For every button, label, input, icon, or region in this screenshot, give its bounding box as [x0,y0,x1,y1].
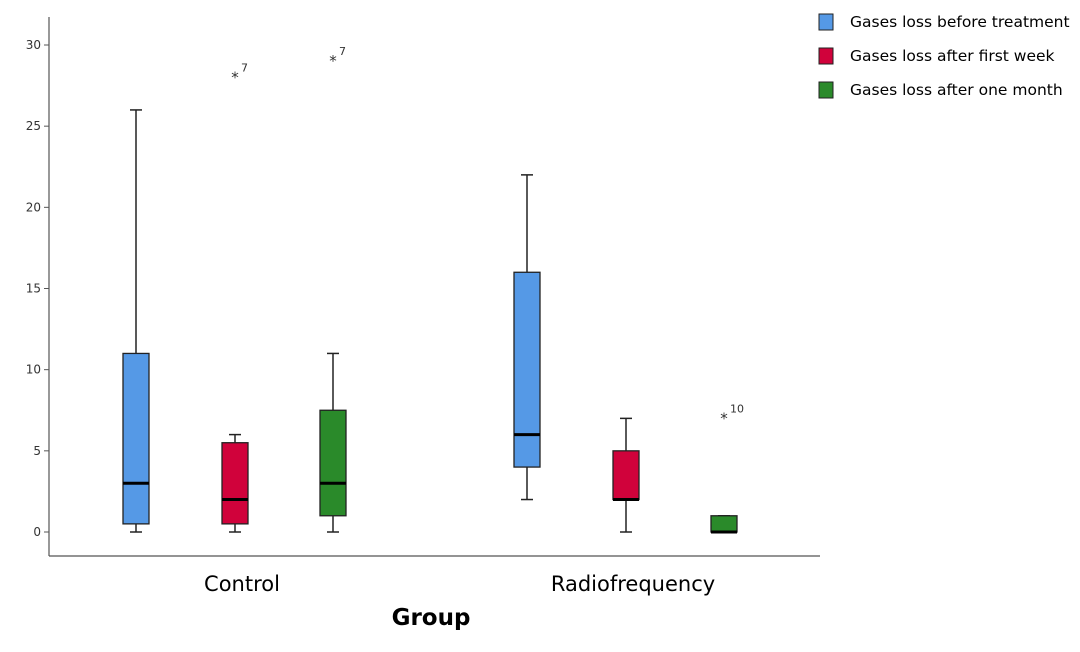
category-labels: Control Radiofrequency [204,572,715,596]
legend-item: Gases loss before treatment [818,13,1070,31]
y-tick-label: 15 [26,282,41,296]
outlier-label: 7 [241,61,248,74]
y-tick-label: 5 [33,444,41,458]
box-iqr [319,409,347,517]
outlier-label: 7 [339,45,346,58]
box-iqr [513,271,541,468]
legend-label: Gases loss after one month [850,81,1063,99]
legend-label: Gases loss before treatment [850,13,1070,31]
x-axis-title: Group [392,605,471,631]
box-iqr [122,352,150,525]
outlier-marker: * [231,68,239,86]
box-iqr [710,515,738,533]
box-2-0: *7 [319,45,347,533]
box-0-1 [513,174,541,501]
legend: Gases loss before treatment Gases loss af… [818,13,1070,99]
axes [48,17,820,557]
legend-swatch [818,47,834,65]
y-tick-label: 20 [26,200,41,214]
legend-swatch [818,81,834,99]
box-iqr [221,442,249,525]
boxes: *7 *7*10 [122,45,744,534]
y-tick-label: 25 [26,119,41,133]
y-ticks: 0 5 10 15 20 25 30 [26,38,49,539]
category-label: Control [204,572,280,596]
box-1-1 [612,417,640,533]
box-iqr [612,450,640,501]
y-tick-label: 30 [26,38,41,52]
legend-label: Gases loss after first week [850,47,1055,65]
outlier-label: 10 [730,402,744,415]
legend-item: Gases loss after first week [818,47,1055,65]
category-label: Radiofrequency [551,572,715,596]
outlier-marker: * [720,409,728,427]
y-tick-label: 0 [33,525,41,539]
legend-item: Gases loss after one month [818,81,1063,99]
outlier-marker: * [329,52,337,70]
y-tick-label: 10 [26,363,41,377]
box-2-1: *10 [710,402,744,534]
legend-swatch [818,13,834,31]
box-0-0 [122,109,150,533]
box-1-0: *7 [221,61,249,533]
